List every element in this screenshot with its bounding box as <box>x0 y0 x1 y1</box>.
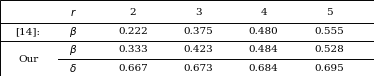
Text: $r$: $r$ <box>70 7 76 18</box>
Text: 0.555: 0.555 <box>314 27 344 36</box>
Text: 0.684: 0.684 <box>249 64 279 73</box>
Text: Our: Our <box>18 55 38 64</box>
Text: $\beta$: $\beta$ <box>69 43 77 57</box>
Text: $\delta$: $\delta$ <box>69 62 77 74</box>
Text: 0.667: 0.667 <box>118 64 148 73</box>
Text: 0.480: 0.480 <box>249 27 279 36</box>
Text: 4: 4 <box>260 8 267 17</box>
Text: 2: 2 <box>129 8 136 17</box>
Text: 0.375: 0.375 <box>183 27 213 36</box>
Text: 0.673: 0.673 <box>183 64 213 73</box>
Text: 0.222: 0.222 <box>118 27 148 36</box>
Text: $\beta$: $\beta$ <box>69 25 77 39</box>
Text: [14]:: [14]: <box>16 27 40 36</box>
Text: 0.484: 0.484 <box>249 45 279 54</box>
Text: 0.333: 0.333 <box>118 45 148 54</box>
Text: 0.528: 0.528 <box>314 45 344 54</box>
Text: 3: 3 <box>195 8 202 17</box>
Text: 5: 5 <box>326 8 332 17</box>
Text: 0.423: 0.423 <box>183 45 213 54</box>
Text: 0.695: 0.695 <box>314 64 344 73</box>
